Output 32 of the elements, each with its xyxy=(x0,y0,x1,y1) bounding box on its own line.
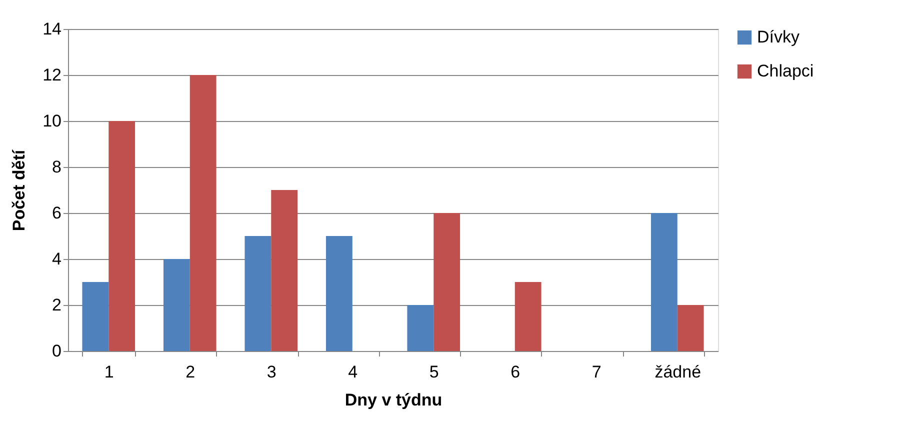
y-tick-label: 8 xyxy=(52,158,62,176)
x-tick-label: 5 xyxy=(429,362,439,382)
x-tick-label: 3 xyxy=(266,362,276,382)
y-tick-label: 4 xyxy=(52,250,62,268)
legend-label: Dívky xyxy=(757,28,800,46)
y-axis-title: Počet dětí xyxy=(10,148,29,232)
x-axis-title: Dny v týdnu xyxy=(344,390,442,410)
y-tick-label: 12 xyxy=(42,66,62,84)
bar xyxy=(163,259,190,351)
bar xyxy=(326,236,352,351)
legend-label: Chlapci xyxy=(757,62,814,80)
x-tick-label: 1 xyxy=(104,362,114,382)
bar xyxy=(271,190,298,351)
bar xyxy=(514,282,542,351)
y-tick-label: 2 xyxy=(52,296,62,314)
x-tick-label: 4 xyxy=(348,362,358,382)
bar xyxy=(244,236,272,351)
bar xyxy=(650,213,678,351)
bar xyxy=(407,305,434,351)
y-tick-label: 14 xyxy=(42,20,62,38)
bar xyxy=(108,121,136,351)
bar xyxy=(82,282,109,351)
y-tick-label: 0 xyxy=(52,342,62,360)
x-tick-label: 2 xyxy=(186,362,196,382)
y-tick-label: 10 xyxy=(42,112,62,130)
bar xyxy=(677,305,704,351)
x-tick-label: 7 xyxy=(592,362,602,382)
x-tick-label: žádné xyxy=(654,362,702,382)
x-tick-label: 6 xyxy=(510,362,520,382)
bar xyxy=(190,75,216,351)
y-tick-label: 6 xyxy=(52,204,62,222)
bar xyxy=(434,213,460,351)
